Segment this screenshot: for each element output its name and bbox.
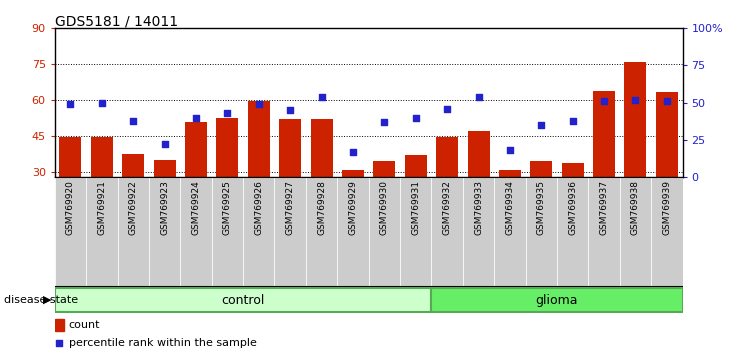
Text: GDS5181 / 14011: GDS5181 / 14011 <box>55 14 178 28</box>
Bar <box>467 131 490 177</box>
Bar <box>55 287 431 312</box>
Text: percentile rank within the sample: percentile rank within the sample <box>69 338 256 348</box>
Bar <box>59 137 82 177</box>
Bar <box>593 91 615 177</box>
Point <box>159 142 171 147</box>
Point <box>347 149 359 155</box>
Bar <box>588 177 620 287</box>
Bar <box>55 319 64 331</box>
Bar <box>400 177 431 287</box>
Bar <box>185 122 207 177</box>
Point <box>441 106 453 112</box>
Bar <box>431 287 683 312</box>
Point <box>661 98 673 104</box>
Bar <box>122 154 145 177</box>
Bar <box>561 162 584 177</box>
Bar <box>55 177 86 287</box>
Bar <box>153 160 176 177</box>
Text: GSM769920: GSM769920 <box>66 180 75 235</box>
Bar <box>310 119 333 177</box>
Point <box>567 118 579 123</box>
Bar <box>342 170 364 177</box>
Point <box>53 340 65 346</box>
Point <box>599 98 610 104</box>
Bar <box>499 170 521 177</box>
Text: GSM769923: GSM769923 <box>160 180 169 235</box>
Point <box>473 94 485 99</box>
Text: disease state: disease state <box>4 295 78 305</box>
Point <box>504 147 515 153</box>
Text: GSM769930: GSM769930 <box>380 180 389 235</box>
Text: GSM769934: GSM769934 <box>505 180 515 235</box>
Point <box>96 100 108 105</box>
Bar <box>216 118 239 177</box>
Text: glioma: glioma <box>536 293 578 307</box>
Bar <box>620 177 651 287</box>
Bar <box>180 177 212 287</box>
Bar <box>463 177 494 287</box>
Point <box>410 115 422 120</box>
Point <box>285 107 296 113</box>
Text: GSM769938: GSM769938 <box>631 180 640 235</box>
Bar <box>530 161 553 177</box>
Text: count: count <box>69 320 100 330</box>
Point <box>630 97 642 103</box>
Text: GSM769936: GSM769936 <box>568 180 577 235</box>
Text: GSM769931: GSM769931 <box>411 180 420 235</box>
Bar <box>656 92 678 177</box>
Bar <box>243 177 274 287</box>
Bar <box>369 177 400 287</box>
Bar <box>279 119 301 177</box>
Bar <box>431 177 463 287</box>
Bar <box>494 177 526 287</box>
Point <box>65 101 77 107</box>
Point <box>379 119 391 125</box>
Bar <box>404 155 427 177</box>
Point <box>190 115 201 120</box>
Point <box>253 101 265 107</box>
Text: GSM769928: GSM769928 <box>317 180 326 235</box>
Bar <box>373 161 396 177</box>
Text: GSM769937: GSM769937 <box>599 180 609 235</box>
Text: GSM769935: GSM769935 <box>537 180 546 235</box>
Bar <box>337 177 369 287</box>
Point <box>316 94 328 99</box>
Text: GSM769926: GSM769926 <box>254 180 264 235</box>
Text: GSM769933: GSM769933 <box>474 180 483 235</box>
Bar <box>306 177 337 287</box>
Point <box>222 110 234 116</box>
Bar <box>526 177 557 287</box>
Text: GSM769924: GSM769924 <box>191 180 201 235</box>
Bar <box>274 177 306 287</box>
Bar <box>212 177 243 287</box>
Text: control: control <box>221 293 265 307</box>
Bar <box>91 137 113 177</box>
Text: ▶: ▶ <box>42 295 51 305</box>
Bar <box>118 177 149 287</box>
Text: GSM769927: GSM769927 <box>285 180 295 235</box>
Text: GSM769939: GSM769939 <box>662 180 672 235</box>
Point <box>128 118 139 123</box>
Bar <box>624 62 647 177</box>
Point <box>536 122 548 128</box>
Bar <box>247 102 270 177</box>
Text: GSM769922: GSM769922 <box>128 180 138 235</box>
Text: GSM769932: GSM769932 <box>442 180 452 235</box>
Bar <box>557 177 588 287</box>
Text: GSM769925: GSM769925 <box>223 180 232 235</box>
Bar <box>436 137 458 177</box>
Bar <box>149 177 180 287</box>
Bar <box>651 177 683 287</box>
Text: GSM769921: GSM769921 <box>97 180 107 235</box>
Text: GSM769929: GSM769929 <box>348 180 358 235</box>
Bar <box>86 177 118 287</box>
